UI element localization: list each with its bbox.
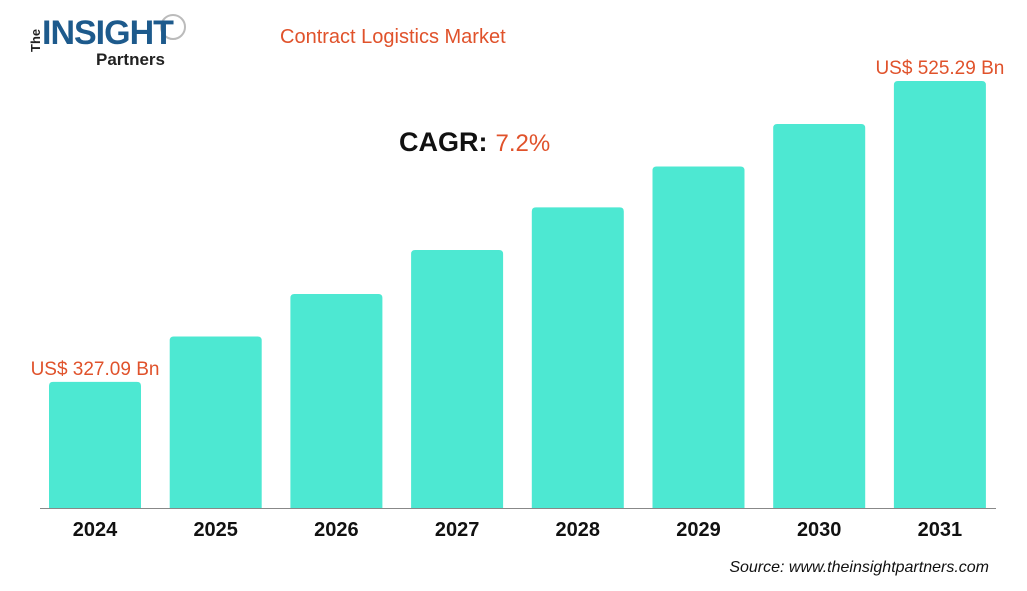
data-label: US$ 525.29 Bn xyxy=(875,58,1004,79)
data-label: US$ 327.09 Bn xyxy=(31,359,160,380)
bar-2024 xyxy=(49,381,141,508)
bar-2027 xyxy=(411,249,504,509)
cagr-annotation: CAGR: 7.2% xyxy=(399,127,550,158)
x-tick-label: 2028 xyxy=(556,519,601,541)
x-tick-label: 2029 xyxy=(676,519,721,541)
logo-ring-icon xyxy=(160,14,186,40)
x-tick-label: 2030 xyxy=(797,519,842,541)
logo: The INSIGHT Partners xyxy=(28,14,188,70)
source-text: Source: www.theinsightpartners.com xyxy=(729,559,989,576)
x-tick-label: 2026 xyxy=(314,519,359,541)
bar-2031 xyxy=(893,81,986,508)
x-tick-label: 2024 xyxy=(73,519,118,541)
x-tick-label: 2025 xyxy=(193,519,238,541)
x-tick-label: 2027 xyxy=(435,519,480,541)
bar-2029 xyxy=(652,166,745,508)
cagr-value: 7.2% xyxy=(495,130,551,157)
cagr-label: CAGR: xyxy=(399,127,488,157)
bar-2028 xyxy=(531,207,624,508)
bar-2030 xyxy=(773,123,866,508)
x-tick-label: 2031 xyxy=(918,519,963,541)
bar-2026 xyxy=(290,293,383,508)
chart-title: Contract Logistics Market xyxy=(280,26,506,48)
bar-2025 xyxy=(169,336,262,508)
